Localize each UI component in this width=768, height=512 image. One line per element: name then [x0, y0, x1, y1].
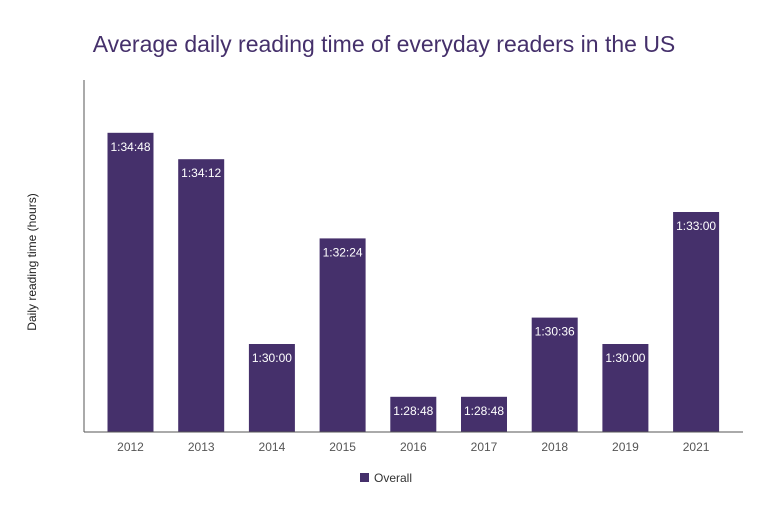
- data-label-2012: 1:34:48: [110, 140, 150, 154]
- legend-swatch: [360, 473, 369, 482]
- bar-2014: [248, 344, 295, 432]
- x-tick-label: 2019: [612, 440, 639, 454]
- y-axis-label: Daily reading time (hours): [25, 193, 39, 330]
- data-label-2017: 1:28:48: [464, 404, 504, 418]
- bar-2016: [390, 396, 437, 432]
- bar-2017: [461, 396, 507, 432]
- x-tick-label: 2015: [329, 440, 356, 454]
- x-tick-label: 2021: [683, 440, 710, 454]
- x-tick-label: 2017: [471, 440, 498, 454]
- bar-2019: [602, 344, 649, 432]
- x-tick-label: 2018: [541, 440, 568, 454]
- x-tick-label: 2016: [400, 440, 427, 454]
- legend: Overall: [360, 471, 412, 485]
- chart-title: Average daily reading time of everyday r…: [93, 31, 676, 57]
- data-label-2021: 1:33:00: [676, 219, 716, 233]
- bar-2018: [531, 317, 578, 432]
- data-label-2019: 1:30:00: [605, 351, 645, 365]
- bar-2021: [673, 212, 720, 432]
- data-label-2016: 1:28:48: [393, 404, 433, 418]
- data-label-2015: 1:32:24: [323, 245, 363, 259]
- bar-2013: [178, 159, 225, 432]
- bar-2015: [319, 238, 366, 432]
- legend-label: Overall: [374, 471, 412, 485]
- bar-2012: [107, 132, 154, 433]
- x-tick-label: 2012: [117, 440, 144, 454]
- x-tick-label: 2013: [188, 440, 215, 454]
- x-tick-label: 2014: [259, 440, 286, 454]
- data-label-2013: 1:34:12: [181, 166, 221, 180]
- data-label-2014: 1:30:00: [252, 351, 292, 365]
- data-label-2018: 1:30:36: [535, 325, 575, 339]
